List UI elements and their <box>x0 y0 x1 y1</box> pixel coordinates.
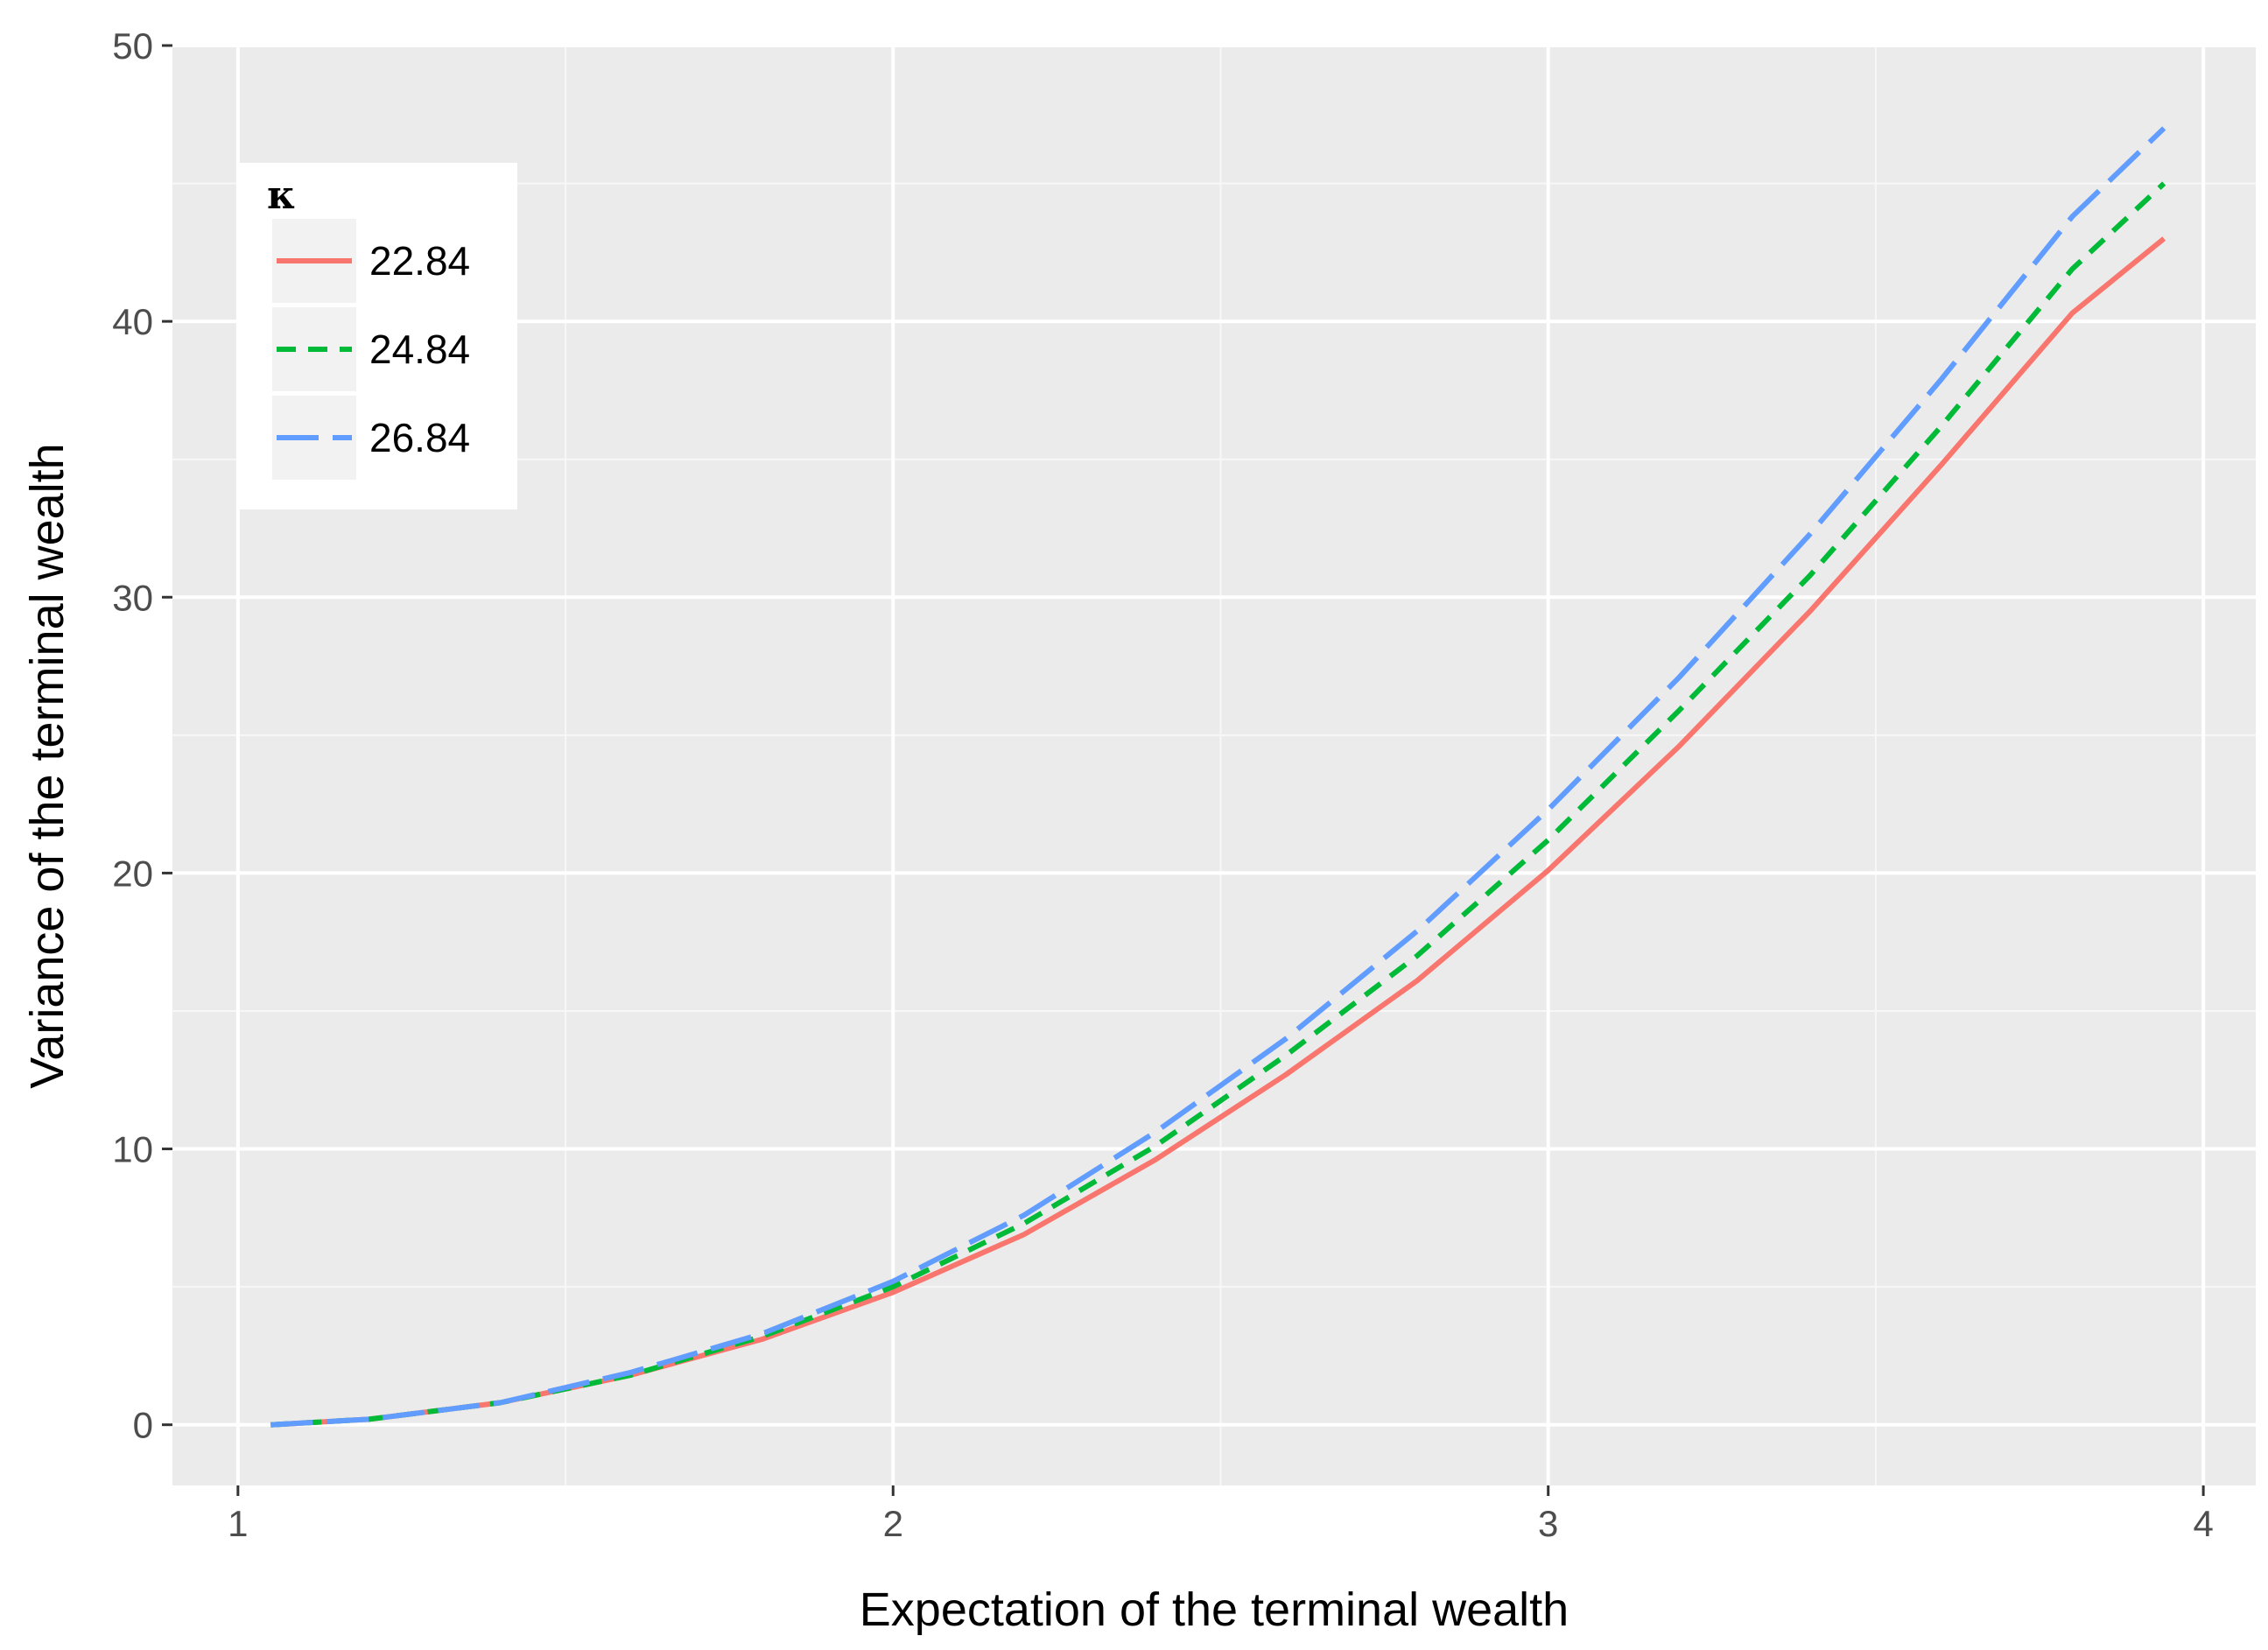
x-tick-label: 3 <box>1538 1503 1558 1544</box>
series-lines <box>270 126 2166 1428</box>
legend-label: 22.84 <box>369 238 470 284</box>
y-axis: 0 10 20 30 40 50 <box>112 25 172 1446</box>
y-tick-label: 0 <box>133 1405 153 1446</box>
y-tick-label: 50 <box>112 25 153 67</box>
y-tick-label: 30 <box>112 577 153 618</box>
x-tick-label: 4 <box>2193 1503 2213 1544</box>
y-tick-label: 10 <box>112 1129 153 1170</box>
x-axis-title: Expectation of the terminal wealth <box>860 1583 1569 1636</box>
legend: κ 22.84 24.84 26.84 <box>239 163 517 509</box>
legend-title: κ <box>267 173 296 218</box>
legend-label: 26.84 <box>369 415 470 460</box>
y-tick-label: 40 <box>112 301 153 342</box>
x-axis: 1 2 3 4 <box>228 1485 2214 1544</box>
y-axis-title: Variance of the terminal wealth <box>21 443 74 1088</box>
major-grid <box>172 44 2256 1485</box>
x-tick-label: 2 <box>883 1503 903 1544</box>
plot-panel <box>172 46 2256 1485</box>
y-tick-label: 20 <box>112 853 153 894</box>
minor-grid <box>172 46 2256 1485</box>
legend-entries: 22.84 24.84 26.84 <box>272 219 470 480</box>
series-line-26-84 <box>270 126 2166 1428</box>
legend-label: 24.84 <box>369 326 470 372</box>
x-tick-label: 1 <box>228 1503 248 1544</box>
